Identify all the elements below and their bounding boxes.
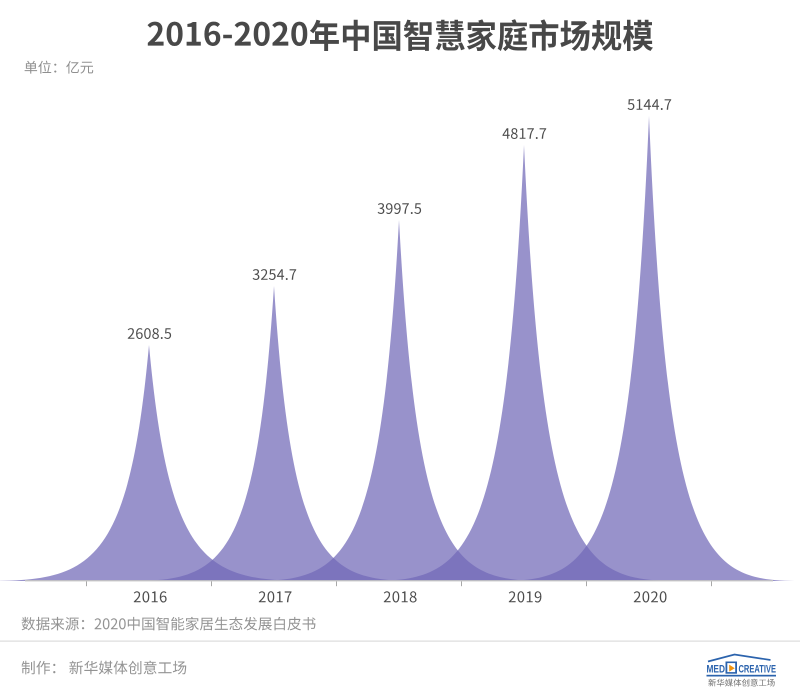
svg-text:MED: MED [707, 664, 726, 676]
svg-text:CREATIVE: CREATIVE [739, 664, 777, 676]
